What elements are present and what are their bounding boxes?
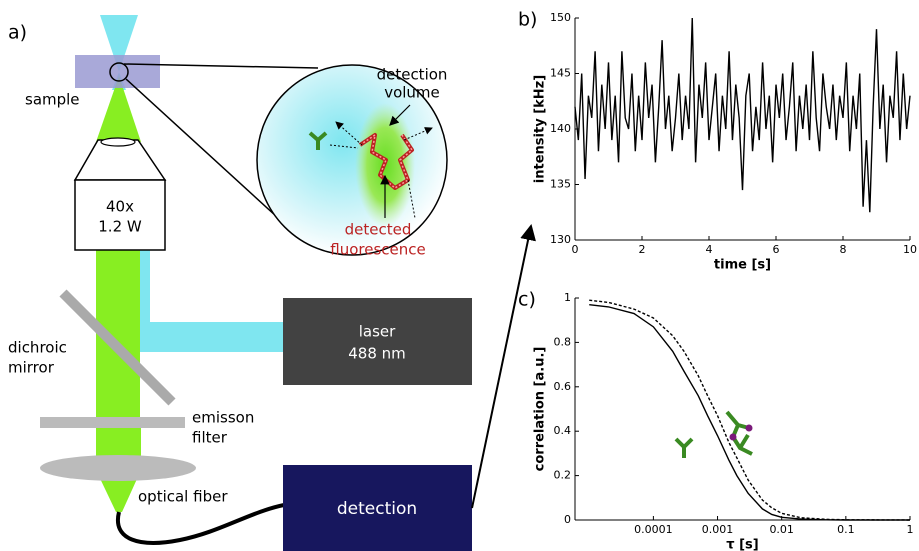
y-tick-label: 135	[550, 178, 571, 191]
x-tick-label: 8	[840, 243, 847, 256]
label: volume	[384, 84, 440, 102]
emission-filter	[40, 417, 185, 428]
icons-c	[674, 410, 753, 458]
y-tick-label: 0	[564, 513, 571, 526]
focusing-lens	[40, 455, 196, 481]
x-tick-label: 0.1	[837, 523, 855, 536]
y-tick-label: 140	[550, 122, 571, 135]
laser-beam	[140, 322, 285, 352]
label: filter	[192, 429, 228, 447]
label: laser	[359, 323, 396, 341]
data-line	[574, 17, 911, 213]
y-axis-label: intensity [kHz]	[533, 75, 548, 183]
antibody-icon	[308, 131, 328, 150]
y-tick-label: 0.2	[554, 469, 572, 482]
objective-body	[74, 179, 166, 251]
label: detection	[337, 499, 417, 519]
zoom-line	[123, 63, 319, 69]
y-tick-label: 0.8	[554, 335, 572, 348]
data-line	[589, 303, 910, 521]
objective-lens	[100, 137, 136, 147]
label: emisson	[192, 409, 254, 427]
data-arrow	[471, 224, 536, 509]
y-tick-label: 1	[564, 291, 571, 304]
emission-cone	[96, 76, 141, 142]
label: sample	[25, 91, 80, 109]
label: optical fiber	[138, 488, 228, 506]
path-arrow	[335, 121, 363, 146]
x-axis-label: time [s]	[714, 258, 771, 273]
x-tick-label: 0.01	[769, 523, 794, 536]
detection-box	[283, 465, 472, 551]
sample-slide	[75, 55, 160, 88]
zoom-line	[125, 78, 301, 239]
complex-icon	[729, 433, 737, 441]
label: 40x	[106, 198, 134, 216]
antibody-icon	[674, 437, 694, 458]
y-tick-label: 0.6	[554, 380, 572, 393]
label: dichroic	[8, 339, 67, 357]
x-tick-label: 0	[572, 243, 579, 256]
excitation-beam	[100, 15, 138, 90]
x-tick-label: 1	[907, 523, 914, 536]
complex-icon	[745, 424, 753, 432]
laser-box	[283, 298, 472, 385]
x-tick-label: 2	[639, 243, 646, 256]
x-axis-label: τ [s]	[726, 538, 758, 551]
complex-icon	[725, 410, 753, 456]
label: mirror	[8, 359, 55, 377]
x-tick-label: 0.0001	[634, 523, 673, 536]
panel-label: a)	[8, 22, 27, 44]
dichroic-mirror	[59, 289, 176, 406]
setup-diagram: a) sample 40x 1.2 W detection volume det…	[8, 15, 536, 551]
label: detected	[345, 221, 412, 239]
panel-label: b)	[518, 9, 537, 31]
y-axis-label: correlation [a.u.]	[533, 347, 548, 472]
label: 1.2 W	[98, 218, 142, 236]
fiber	[115, 503, 285, 545]
x-tick-label: 6	[773, 243, 780, 256]
y-tick-label: 0.4	[554, 424, 572, 437]
path-arrow	[407, 179, 416, 219]
y-tick-label: 130	[550, 233, 571, 246]
panel-label: c)	[518, 289, 536, 311]
laser-beam	[140, 250, 150, 330]
x-tick-label: 0.001	[702, 523, 734, 536]
focus-circle	[109, 62, 129, 82]
label-arrow	[389, 104, 411, 126]
y-tick-label: 145	[550, 67, 571, 80]
path-arrow	[403, 127, 433, 141]
x-tick-label: 10	[903, 243, 917, 256]
label: detection	[377, 66, 448, 84]
data-line	[589, 299, 911, 521]
x-tick-label: 4	[706, 243, 713, 256]
path-arrow	[329, 144, 359, 149]
label: 488 nm	[348, 345, 406, 363]
y-tick-label: 150	[550, 11, 571, 24]
label: fluorescence	[330, 241, 425, 259]
